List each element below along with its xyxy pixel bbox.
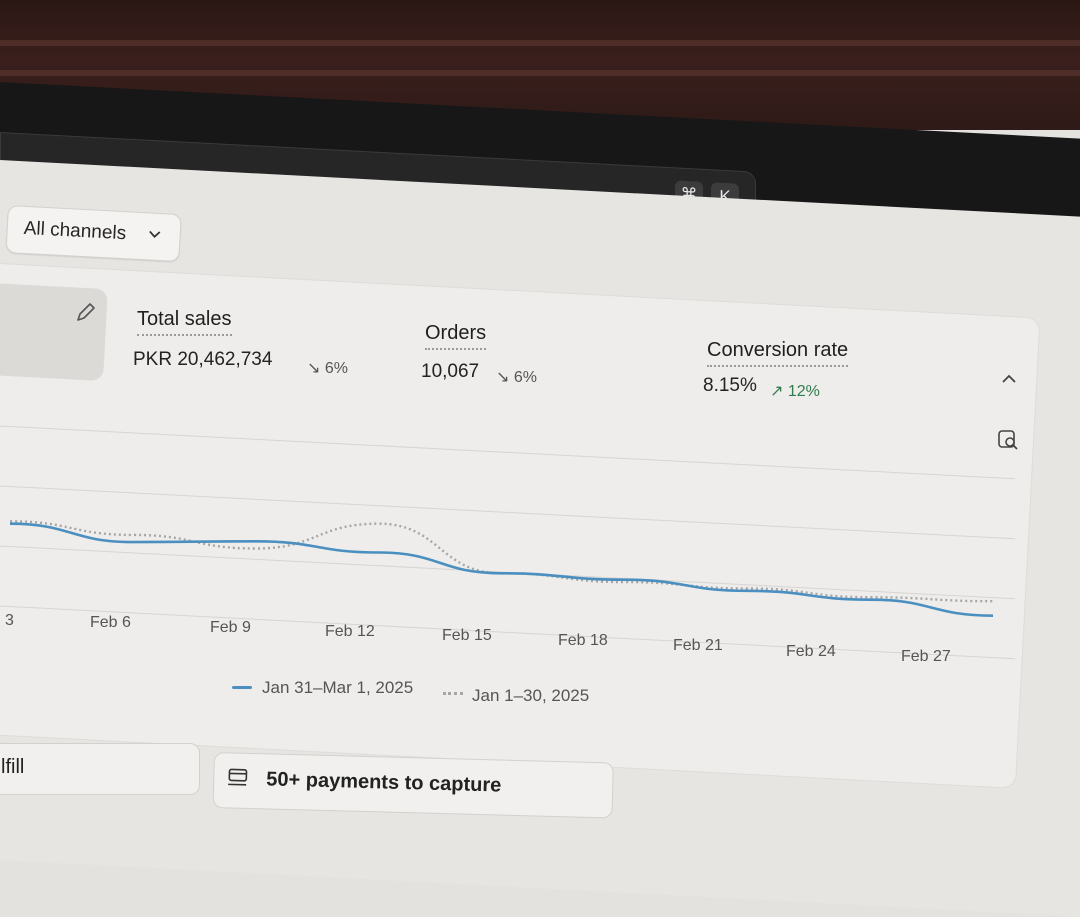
channels-filter-label: All channels [23, 218, 126, 245]
search-chart-icon[interactable] [996, 428, 1020, 452]
metric-change: ↗ 12% [770, 381, 820, 401]
payments-to-capture-chip[interactable]: 50+ payments to capture [213, 752, 614, 818]
arrow-up-icon: ↗ [770, 383, 783, 400]
x-tick-label: Feb 18 [558, 632, 608, 650]
legend-current-label: Jan 31–Mar 1, 2025 [262, 678, 413, 698]
metric-change: ↘ 6% [496, 367, 537, 387]
left-panel [0, 283, 108, 381]
metric-value: 10,067 [421, 361, 479, 383]
x-tick-label: Feb 12 [325, 623, 375, 641]
legend-previous-label: Jan 1–30, 2025 [472, 686, 589, 706]
metric-value: 8.15% [703, 375, 757, 397]
x-tick-label: Feb 15 [442, 627, 492, 645]
fulfill-label: lfill [1, 756, 24, 779]
desk-edge-2 [0, 70, 1080, 76]
pencil-icon[interactable] [74, 300, 98, 324]
arrow-down-icon: ↘ [496, 369, 509, 386]
x-tick-label: Feb 27 [901, 648, 951, 666]
desk-edge [0, 40, 1080, 46]
metric-change-value: 6% [514, 369, 537, 386]
metric-label: Orders [425, 322, 486, 350]
x-tick-label: Feb 6 [90, 614, 131, 632]
payments-icon [226, 765, 253, 790]
metric-change-value: 6% [325, 360, 348, 377]
fulfill-chip[interactable]: lfill [0, 743, 200, 795]
legend-previous-swatch [443, 692, 463, 695]
legend-current-swatch [232, 686, 252, 689]
metric-label: Conversion rate [707, 339, 848, 367]
analytics-card [0, 262, 1041, 789]
chevron-up-icon[interactable] [1000, 372, 1018, 386]
x-tick-label: Feb 21 [673, 637, 723, 655]
metric-label: Total sales [137, 308, 232, 336]
arrow-down-icon: ↘ [307, 360, 320, 377]
chevron-down-icon [147, 227, 162, 242]
x-tick-label: Feb 9 [210, 619, 251, 637]
payments-label: 50+ payments to capture [266, 768, 502, 797]
x-tick-label: Feb 24 [786, 643, 836, 661]
x-tick-label: 3 [5, 612, 14, 630]
metric-change-value: 12% [788, 383, 820, 400]
metric-value: PKR 20,462,734 [133, 349, 272, 371]
metric-change: ↘ 6% [307, 358, 348, 378]
channels-filter-button[interactable]: All channels [5, 205, 181, 262]
